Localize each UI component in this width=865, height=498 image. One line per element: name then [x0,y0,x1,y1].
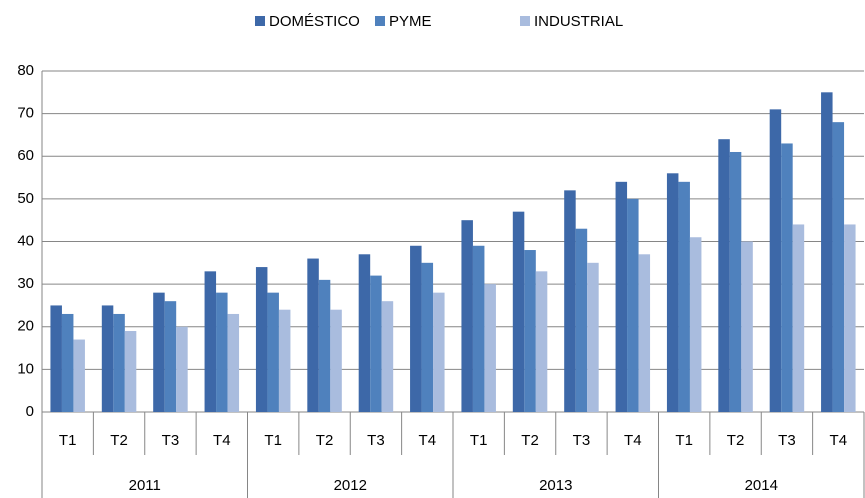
bar [370,275,382,412]
bar [535,271,548,412]
bar [575,228,588,412]
bar [615,181,628,412]
bar [227,313,240,412]
bar [461,220,473,412]
x-tick-label: T3 [162,432,180,449]
bar [381,301,394,412]
x-tick-label: T3 [573,432,591,449]
bar [638,254,651,412]
bar [844,224,856,412]
bar [627,198,639,412]
bar [792,224,805,412]
bar [73,339,85,412]
bar [124,331,137,412]
bar [564,190,576,412]
bar [113,313,125,412]
x-tick-label: T3 [367,432,385,449]
legend-label: INDUSTRIAL [534,13,623,30]
x-tick-label: T4 [419,432,437,449]
x-tick-label: T2 [727,432,745,449]
x-tick-label: T1 [264,432,282,449]
y-tick-label: 0 [26,403,34,420]
bar [164,301,177,412]
bar [358,254,371,412]
bar [718,139,730,412]
x-tick-label: T1 [59,432,77,449]
bar [781,143,793,412]
x-tick-label: T4 [624,432,642,449]
bar [101,305,114,412]
x-tick-label: T2 [110,432,128,449]
bar [666,173,679,412]
legend-swatch [520,16,530,26]
bar [61,313,74,412]
bar [330,309,342,412]
bar [821,92,833,412]
y-tick-label: 10 [17,360,34,377]
bar [741,241,753,412]
legend-label: PYME [389,13,432,30]
bar [267,292,279,412]
bar [689,237,702,412]
x-tick-label: T1 [675,432,693,449]
x-tick-label: T4 [830,432,848,449]
group-label: 2011 [129,477,161,494]
bar [729,151,742,413]
bar [524,250,536,412]
y-tick-label: 30 [17,275,34,292]
y-tick-label: 80 [17,62,34,79]
y-tick-label: 70 [17,105,34,122]
bar [410,245,422,412]
y-tick-label: 50 [17,190,34,207]
y-tick-label: 40 [17,232,34,249]
group-label: 2012 [334,477,367,494]
bar [216,292,228,412]
bar [278,309,291,412]
bar [318,279,331,412]
bar [472,245,485,412]
bar [587,262,599,412]
bar [176,326,188,412]
bar [512,211,525,412]
group-label: 2013 [539,477,572,494]
x-tick-label: T3 [778,432,796,449]
legend-swatch [255,16,265,26]
bar [204,271,217,412]
y-tick-label: 60 [17,147,34,164]
bar [769,109,782,413]
bar [433,292,445,412]
bar [421,262,434,412]
bar [153,292,165,412]
y-tick-label: 20 [17,318,34,335]
bar [50,305,62,412]
legend-label: DOMÉSTICO [269,13,360,30]
bar [484,284,496,412]
bar [832,122,845,413]
bar [307,258,319,412]
group-label: 2014 [745,477,778,494]
bar [255,267,268,412]
x-tick-label: T4 [213,432,231,449]
x-tick-label: T2 [316,432,334,449]
x-tick-label: T1 [470,432,488,449]
x-tick-label: T2 [521,432,539,449]
legend-swatch [375,16,385,26]
bar [678,181,690,412]
